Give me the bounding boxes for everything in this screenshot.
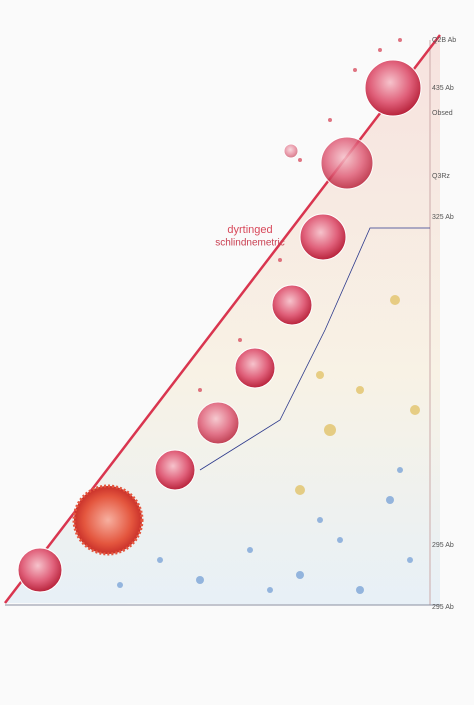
subtitle: schlindnemetric <box>215 238 284 249</box>
cells <box>17 59 422 593</box>
side-label: 435 Ab <box>432 85 454 92</box>
title: dyrtinged <box>227 224 272 236</box>
side-label: Obsed <box>432 110 453 117</box>
side-label: Q2B Ab <box>432 37 456 44</box>
particles <box>117 467 413 594</box>
side-label: Q3Rz <box>432 173 450 180</box>
side-label: 295 Ab <box>432 542 454 549</box>
side-label: 325 Ab <box>432 214 454 221</box>
side-labels: Q2B Ab 435 Ab Obsed Q3Rz 325 Ab 295 Ab 295 Ab <box>432 37 456 611</box>
particles <box>295 295 420 495</box>
side-label: 295 Ab <box>432 604 454 611</box>
trend-line <box>199 227 430 471</box>
particles <box>198 38 402 392</box>
